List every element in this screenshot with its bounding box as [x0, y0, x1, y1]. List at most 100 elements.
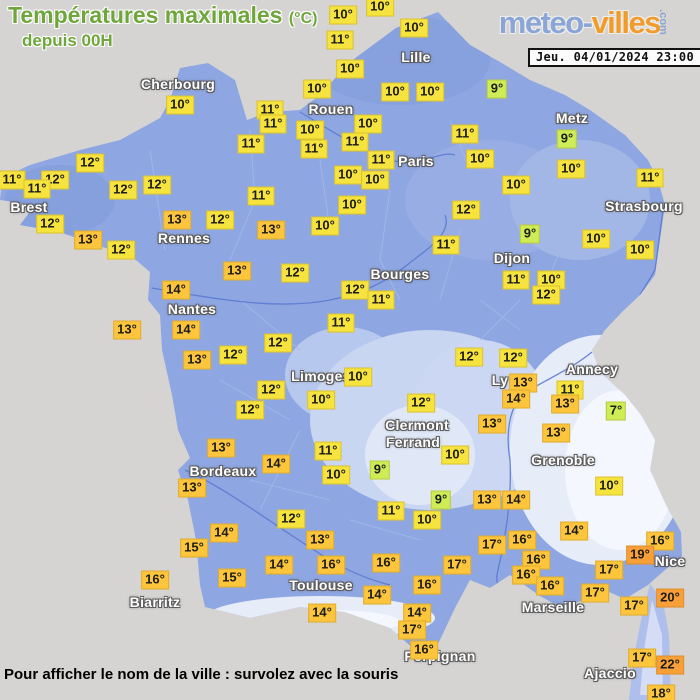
temp-badge[interactable]: 10° [416, 82, 444, 102]
temp-badge[interactable]: 10° [441, 445, 469, 465]
temp-badge[interactable]: 19° [626, 545, 654, 565]
temp-badge[interactable]: 11° [0, 170, 26, 190]
temp-badge[interactable]: 12° [264, 333, 292, 353]
temp-badge[interactable]: 10° [400, 18, 428, 38]
temp-badge[interactable]: 17° [595, 560, 623, 580]
temp-badge[interactable]: 16° [372, 553, 400, 573]
temp-badge[interactable]: 12° [499, 348, 527, 368]
temp-badge[interactable]: 11° [23, 179, 51, 199]
temp-badge[interactable]: 12° [452, 200, 480, 220]
temp-badge[interactable]: 11° [247, 186, 275, 206]
temp-badge[interactable]: 16° [317, 555, 345, 575]
temp-badge[interactable]: 11° [237, 134, 265, 154]
temp-badge[interactable]: 16° [410, 640, 438, 660]
temp-badge[interactable]: 10° [582, 229, 610, 249]
temp-badge[interactable]: 10° [626, 240, 654, 260]
meteo-villes-logo[interactable]: meteo-villes [499, 5, 662, 41]
temp-badge[interactable]: 13° [478, 414, 506, 434]
temp-badge[interactable]: 10° [466, 149, 494, 169]
temp-badge[interactable]: 11° [327, 313, 355, 333]
temp-badge[interactable]: 12° [407, 393, 435, 413]
temp-badge[interactable]: 14° [210, 523, 238, 543]
temp-badge[interactable]: 13° [183, 350, 211, 370]
temp-badge[interactable]: 14° [262, 454, 290, 474]
temp-badge[interactable]: 14° [308, 603, 336, 623]
temp-badge[interactable]: 13° [223, 261, 251, 281]
temp-badge[interactable]: 9° [556, 129, 578, 149]
temp-badge[interactable]: 10° [334, 165, 362, 185]
temp-badge[interactable]: 18° [647, 684, 675, 700]
temp-badge[interactable]: 7° [605, 401, 627, 421]
temp-badge[interactable]: 14° [172, 320, 200, 340]
temp-badge[interactable]: 10° [381, 82, 409, 102]
temp-badge[interactable]: 11° [367, 290, 395, 310]
temp-badge[interactable]: 14° [502, 389, 530, 409]
temp-badge[interactable]: 13° [542, 423, 570, 443]
temp-badge[interactable]: 9° [519, 224, 541, 244]
temp-badge[interactable]: 10° [361, 170, 389, 190]
temp-badge[interactable]: 17° [478, 535, 506, 555]
temp-badge[interactable]: 10° [307, 390, 335, 410]
temp-badge[interactable]: 11° [326, 30, 354, 50]
temp-badge[interactable]: 13° [74, 230, 102, 250]
temp-badge[interactable]: 17° [628, 648, 656, 668]
temp-badge[interactable]: 16° [508, 530, 536, 550]
temp-badge[interactable]: 11° [377, 501, 405, 521]
temp-badge[interactable]: 12° [107, 240, 135, 260]
temp-badge[interactable]: 15° [180, 538, 208, 558]
temp-badge[interactable]: 10° [166, 95, 194, 115]
temp-badge[interactable]: 10° [344, 367, 372, 387]
temp-badge[interactable]: 15° [218, 568, 246, 588]
temp-badge[interactable]: 9° [430, 490, 452, 510]
temp-badge[interactable]: 22° [656, 655, 684, 675]
temp-badge[interactable]: 16° [141, 570, 169, 590]
temp-badge[interactable]: 12° [143, 175, 171, 195]
temp-badge[interactable]: 14° [162, 280, 190, 300]
temp-badge[interactable]: 12° [206, 210, 234, 230]
temp-badge[interactable]: 12° [36, 214, 64, 234]
temp-badge[interactable]: 16° [522, 550, 550, 570]
temp-badge[interactable]: 12° [532, 285, 560, 305]
temp-badge[interactable]: 14° [502, 490, 530, 510]
temp-badge[interactable]: 10° [296, 120, 324, 140]
temp-badge[interactable]: 10° [338, 195, 366, 215]
temp-badge[interactable]: 10° [354, 114, 382, 134]
temp-badge[interactable]: 13° [113, 320, 141, 340]
temp-badge[interactable]: 16° [536, 576, 564, 596]
temp-badge[interactable]: 12° [281, 263, 309, 283]
temp-badge[interactable]: 14° [560, 521, 588, 541]
temp-badge[interactable]: 13° [551, 394, 579, 414]
temp-badge[interactable]: 17° [620, 596, 648, 616]
temp-badge[interactable]: 14° [265, 555, 293, 575]
temp-badge[interactable]: 13° [207, 438, 235, 458]
temp-badge[interactable]: 10° [413, 510, 441, 530]
temp-badge[interactable]: 20° [656, 588, 684, 608]
temp-badge[interactable]: 10° [557, 159, 585, 179]
temp-badge[interactable]: 12° [341, 280, 369, 300]
temp-badge[interactable]: 9° [486, 79, 508, 99]
temp-badge[interactable]: 10° [303, 79, 331, 99]
temp-badge[interactable]: 13° [178, 478, 206, 498]
temp-badge[interactable]: 10° [366, 0, 394, 17]
temp-badge[interactable]: 16° [413, 575, 441, 595]
temp-badge[interactable]: 11° [451, 124, 479, 144]
temp-badge[interactable]: 14° [403, 603, 431, 623]
temp-badge[interactable]: 11° [300, 139, 328, 159]
temp-badge[interactable]: 11° [259, 114, 287, 134]
temp-badge[interactable]: 11° [341, 132, 369, 152]
temp-badge[interactable]: 16° [512, 565, 540, 585]
temp-badge[interactable]: 11° [367, 150, 395, 170]
temp-badge[interactable]: 13° [163, 210, 191, 230]
temp-badge[interactable]: 12° [76, 153, 104, 173]
temp-badge[interactable]: 12° [219, 345, 247, 365]
temp-badge[interactable]: 12° [109, 180, 137, 200]
temp-badge[interactable]: 10° [537, 270, 565, 290]
temp-badge[interactable]: 13° [473, 490, 501, 510]
temp-badge[interactable]: 12° [277, 509, 305, 529]
temp-badge[interactable]: 9° [369, 460, 391, 480]
temp-badge[interactable]: 10° [311, 216, 339, 236]
temp-badge[interactable]: 17° [581, 583, 609, 603]
temp-badge[interactable]: 11° [636, 168, 664, 188]
temp-badge[interactable]: 17° [398, 620, 426, 640]
temp-badge[interactable]: 10° [595, 476, 623, 496]
